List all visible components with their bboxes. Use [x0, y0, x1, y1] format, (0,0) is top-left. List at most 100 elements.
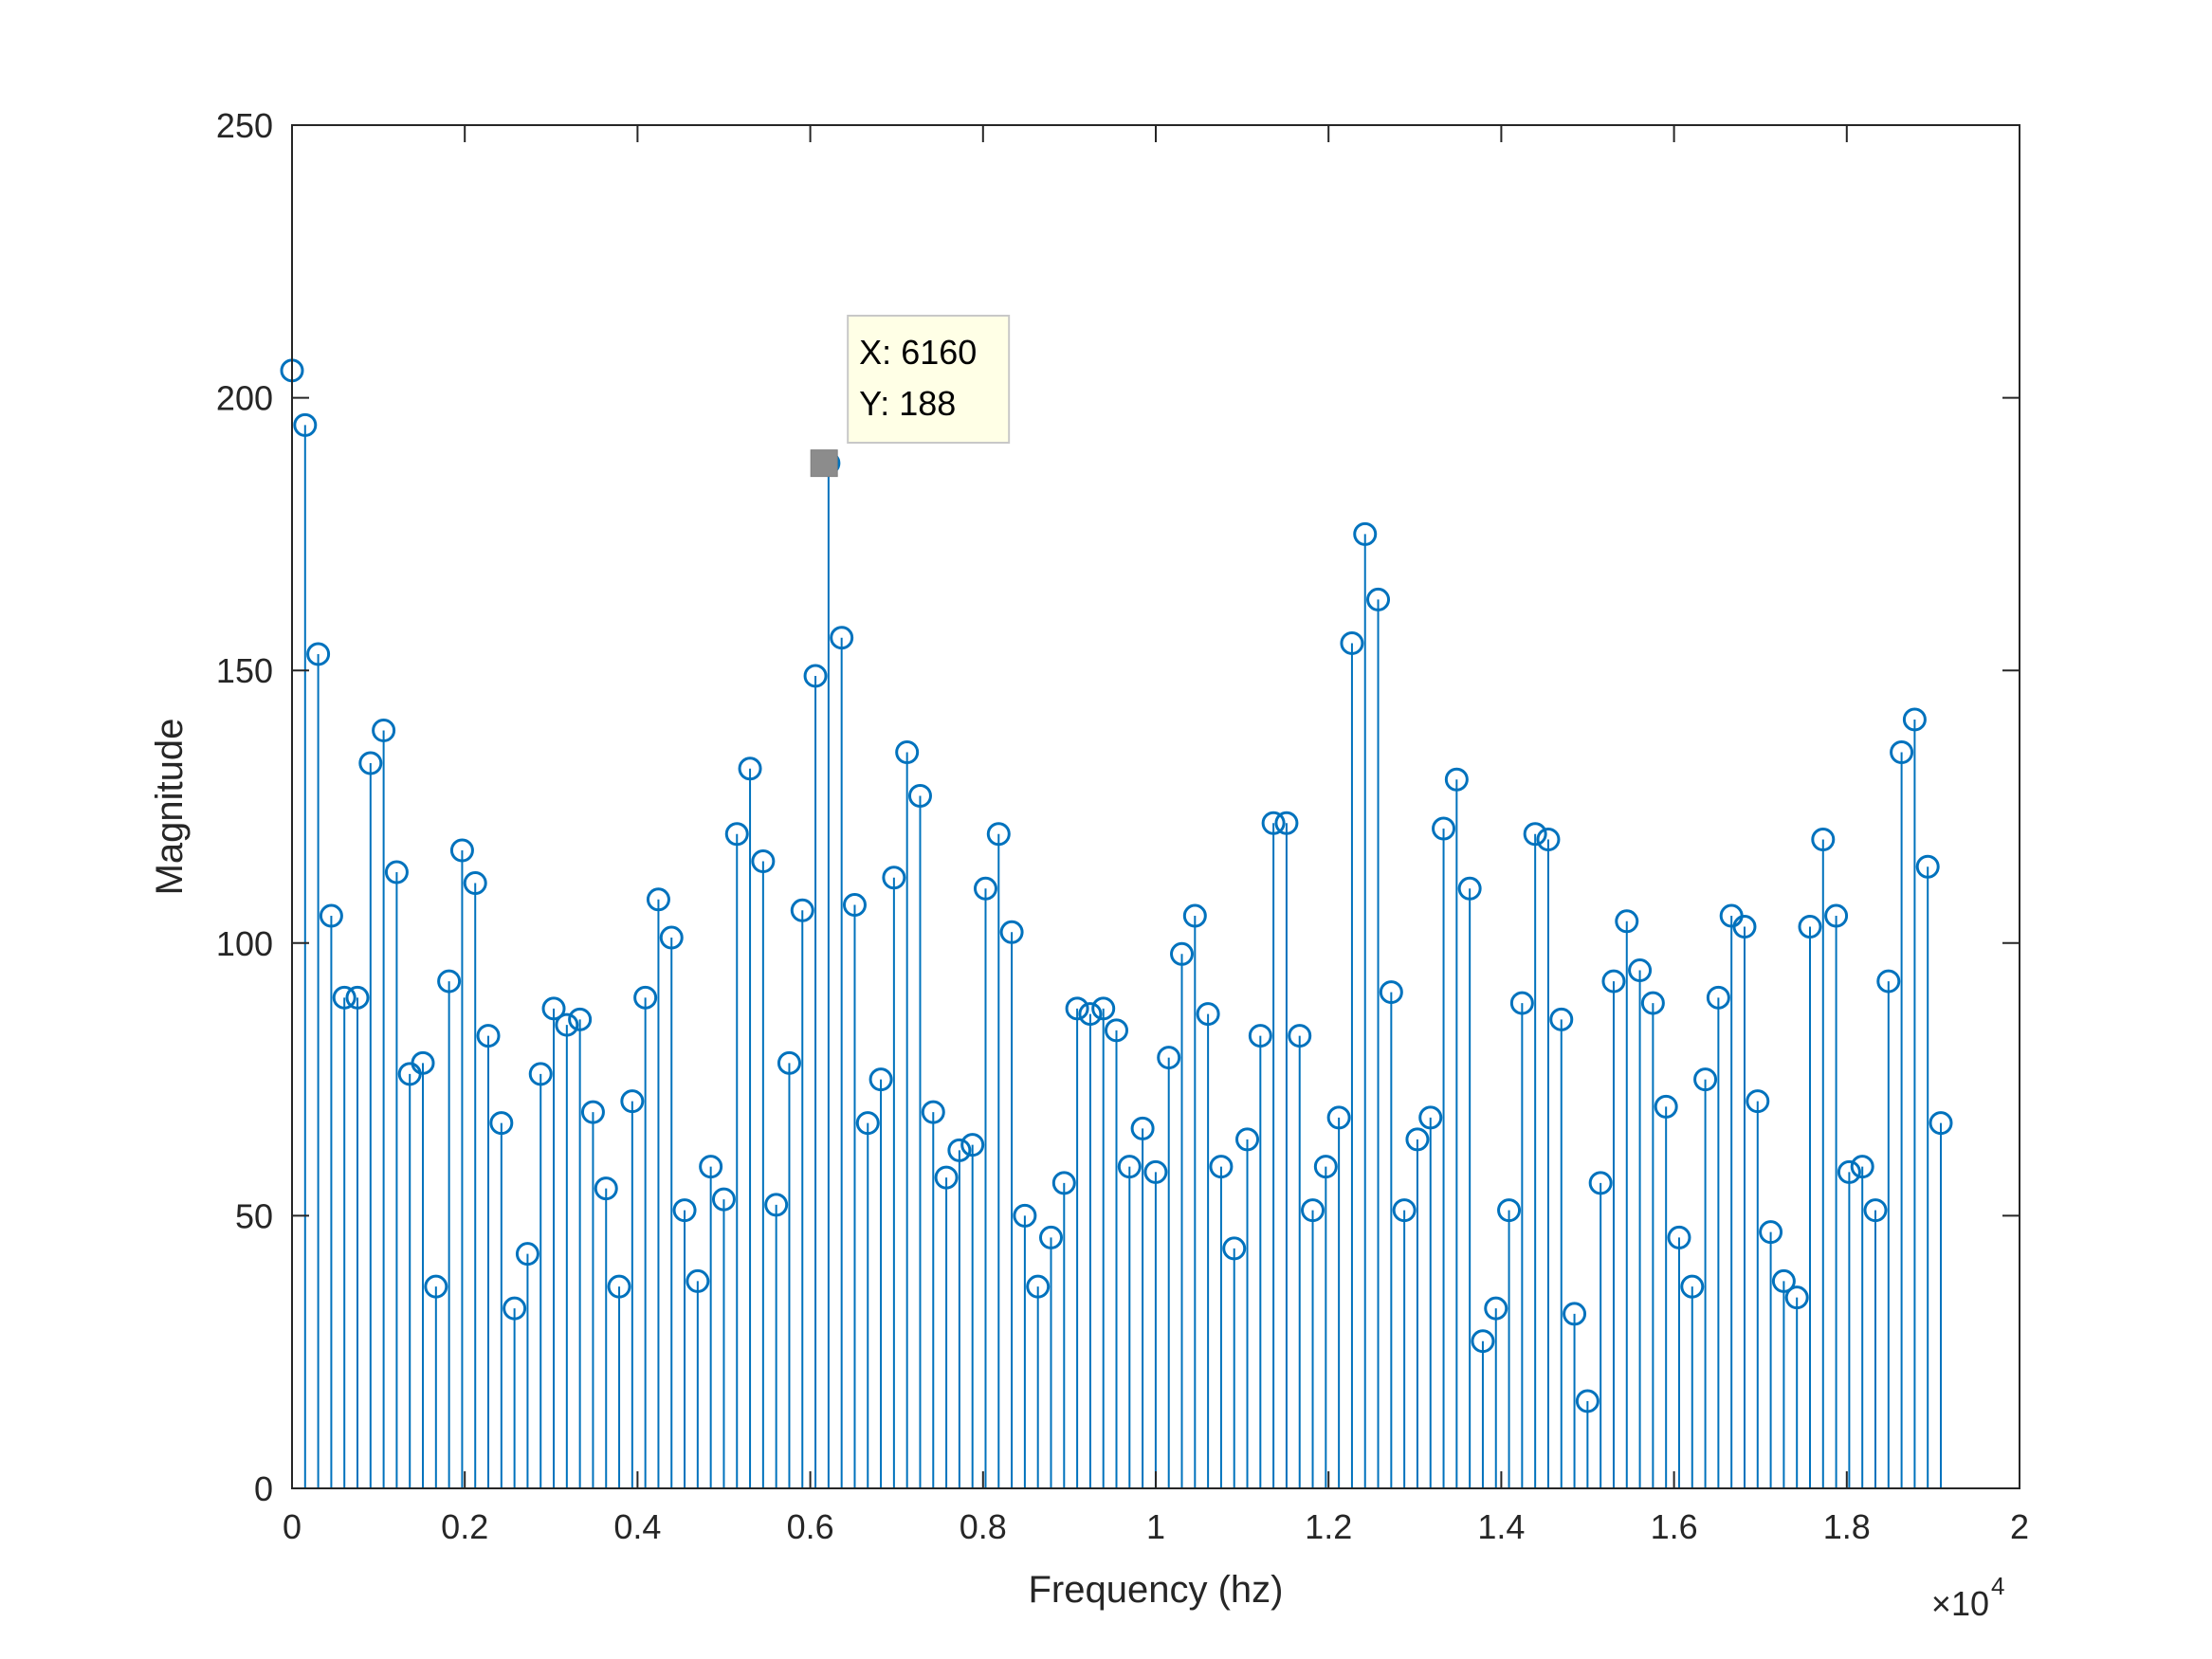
stem-marker — [1706, 985, 1730, 1010]
stem-marker — [1929, 1111, 1953, 1136]
stem-marker — [568, 1007, 593, 1031]
stem-marker — [580, 1100, 605, 1124]
x-tick-label: 0.2 — [441, 1507, 488, 1546]
stem-marker — [921, 1100, 945, 1124]
stem-marker — [1693, 1067, 1718, 1092]
stem-marker — [1326, 1105, 1351, 1130]
stem-marker — [659, 925, 684, 950]
stem-marker — [345, 985, 370, 1010]
stem-marker — [672, 1198, 697, 1223]
stem-marker — [319, 903, 343, 928]
stem-marker — [1890, 739, 1914, 764]
stem-marker — [1471, 1329, 1495, 1354]
y-tick-labels: 0 50 100 150 200 250 — [216, 106, 273, 1508]
stem-marker — [293, 412, 318, 437]
stem-marker — [1130, 1116, 1155, 1140]
stem-marker — [882, 866, 906, 890]
y-tick-label: 200 — [216, 379, 273, 418]
stem-marker — [1340, 630, 1364, 655]
stem-marker — [1157, 1046, 1181, 1070]
stem-marker — [960, 1133, 985, 1158]
stem-marker — [999, 920, 1024, 944]
stem-marker — [1209, 1155, 1234, 1179]
datatip[interactable]: X: 6160 Y: 188 — [810, 315, 1011, 478]
stem-marker — [986, 822, 1011, 847]
stem-marker — [1038, 1225, 1063, 1249]
stem-marker — [1863, 1198, 1888, 1223]
stem-marker — [463, 871, 487, 896]
stem-marker — [1235, 1127, 1260, 1152]
stem-marker — [555, 1012, 579, 1037]
stem-marker — [594, 1176, 618, 1201]
stem-marker — [711, 1187, 736, 1212]
stem-marker — [1601, 969, 1626, 994]
stem-marker — [1405, 1127, 1430, 1152]
stem-marker — [1876, 969, 1901, 994]
stem-marker — [1117, 1155, 1142, 1179]
stem-marker — [1170, 941, 1195, 966]
stem-marker — [1588, 1171, 1613, 1195]
stem-marker — [620, 1089, 645, 1114]
stem-marker — [1105, 1018, 1129, 1043]
stem-marker — [1746, 1089, 1770, 1114]
stem-marker — [777, 1050, 801, 1075]
stem-marker — [1798, 915, 1822, 939]
stem-marker — [1261, 811, 1286, 835]
datatip-box — [847, 315, 1011, 444]
stem-marker — [686, 1268, 710, 1293]
stem-marker — [437, 969, 462, 994]
stem-marker — [790, 898, 814, 922]
x-tick-label: 0.8 — [960, 1507, 1007, 1546]
stem-marker — [1732, 915, 1757, 939]
stem-marker — [1654, 1094, 1678, 1119]
x-axis-label: Frequency (hz) — [1029, 1569, 1284, 1611]
x-tick-label: 2 — [2010, 1507, 2029, 1546]
stem-marker — [515, 1242, 539, 1267]
stem-marker — [1248, 1024, 1272, 1048]
stem-marker — [1509, 991, 1534, 1015]
y-tick-label: 250 — [216, 106, 273, 145]
stem-marker — [372, 718, 396, 742]
stem-marker — [1915, 854, 1940, 879]
stem-marker — [1051, 1171, 1076, 1195]
stem-marker — [738, 757, 762, 781]
y-tick-label: 0 — [254, 1469, 273, 1508]
x-tick-label: 0.4 — [613, 1507, 661, 1546]
y-tick-label: 50 — [235, 1196, 273, 1235]
stem-marker — [1379, 980, 1403, 1005]
stem-marker — [1457, 876, 1482, 901]
stem-marker — [607, 1274, 631, 1299]
stem-series — [280, 358, 1953, 1488]
stem-marker — [1301, 1198, 1325, 1223]
stem-marker — [1771, 1268, 1796, 1293]
stem-marker — [1313, 1155, 1338, 1179]
stem-marker — [1432, 816, 1456, 841]
stem-marker — [907, 783, 932, 808]
stem-marker — [449, 838, 474, 863]
stem-marker — [1667, 1225, 1691, 1249]
stem-marker — [1444, 767, 1469, 792]
stem-marker — [1902, 707, 1927, 732]
stem-marker — [1484, 1296, 1508, 1321]
stem-marker — [895, 739, 920, 764]
axis-ticks — [291, 124, 2020, 1489]
stem-marker — [855, 1111, 880, 1136]
stem-marker — [842, 893, 867, 918]
stem-marker — [973, 876, 997, 901]
stem-marker — [1575, 1389, 1600, 1413]
stem-marker — [528, 1062, 553, 1086]
stem-marker — [1497, 1198, 1522, 1223]
stem-marker — [1640, 991, 1665, 1015]
stem-marker — [503, 1296, 527, 1321]
stem-marker — [646, 887, 670, 912]
x-tick-label: 0.6 — [787, 1507, 834, 1546]
stem-marker — [751, 849, 776, 874]
stem-marker — [1523, 822, 1547, 847]
stem-marker — [1013, 1203, 1037, 1228]
stem-marker — [868, 1067, 893, 1092]
stem-marker — [934, 1165, 959, 1190]
y-axis-label: Magnitude — [149, 719, 191, 896]
stem-marker — [1615, 909, 1639, 934]
stem-marker — [1811, 828, 1836, 852]
